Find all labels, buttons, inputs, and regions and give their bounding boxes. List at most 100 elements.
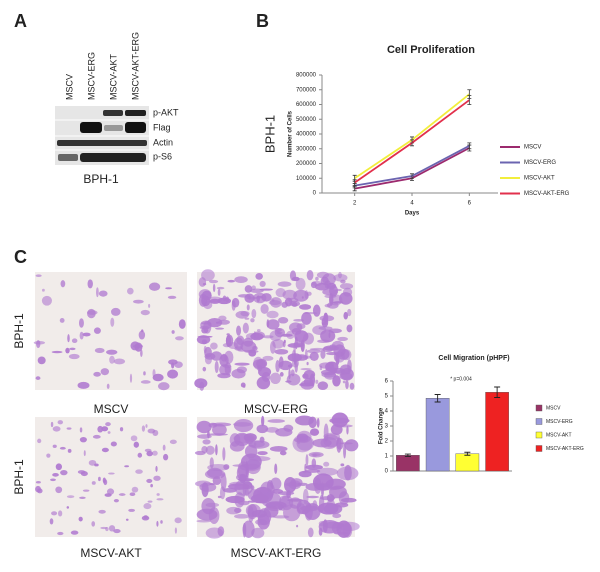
band — [125, 110, 146, 116]
stained-cell — [196, 420, 212, 434]
side-label: BPH-1 — [262, 115, 277, 153]
stained-cell — [155, 465, 158, 472]
stained-cell — [335, 353, 340, 366]
stained-cell — [267, 419, 286, 423]
stained-cell — [320, 349, 326, 359]
stained-cell — [222, 343, 231, 348]
bar — [425, 398, 450, 472]
stained-cell — [149, 282, 161, 291]
y-tick-label: 700000 — [296, 87, 317, 93]
stained-cell — [277, 281, 292, 287]
image-caption: MSCV-ERG — [244, 402, 308, 416]
lane-label: MSCV-ERG — [86, 52, 96, 100]
stained-cell — [237, 461, 249, 478]
stained-cell — [275, 360, 280, 373]
stained-cell — [338, 292, 353, 305]
stained-cell — [66, 506, 70, 509]
stained-cell — [260, 491, 282, 508]
stained-cell — [127, 287, 134, 295]
stained-cell — [225, 296, 230, 303]
stained-cell — [152, 450, 158, 456]
stained-cell — [302, 373, 309, 379]
stained-cell — [98, 476, 101, 482]
stained-cell — [301, 296, 304, 299]
stained-cell — [165, 287, 173, 290]
stained-cell — [194, 378, 208, 389]
stained-cell — [242, 322, 249, 334]
stained-cell — [83, 450, 86, 457]
stained-cell — [236, 366, 248, 374]
stained-cell — [140, 309, 150, 316]
legend-label: MSCV-AKT-ERG — [546, 446, 584, 452]
stained-cell — [113, 529, 121, 534]
stained-cell — [157, 382, 170, 391]
stained-cell — [125, 518, 129, 521]
panel-label: B — [256, 11, 269, 31]
error-bar — [494, 386, 501, 398]
stained-cell — [339, 442, 353, 445]
stained-cell — [296, 434, 301, 445]
stained-cell — [318, 326, 333, 331]
stained-cell — [210, 351, 223, 361]
stained-cell — [293, 319, 304, 322]
y-tick-label: 1 — [385, 454, 389, 460]
y-tick-label: 3 — [385, 424, 389, 430]
stained-cell — [57, 420, 64, 425]
legend-label: MSCV-AKT — [524, 176, 555, 182]
stained-cell — [342, 380, 346, 384]
error-bar — [352, 179, 357, 187]
stained-cell — [287, 364, 293, 368]
stained-cell — [201, 339, 208, 345]
stained-cell — [77, 381, 90, 389]
stained-cell — [101, 426, 109, 432]
x-tick-label: 4 — [410, 201, 414, 207]
band — [104, 125, 123, 131]
stained-cell — [128, 508, 135, 512]
stained-cell — [70, 530, 79, 535]
stained-cell — [294, 330, 309, 343]
stained-cell — [299, 304, 312, 310]
stained-cell — [343, 443, 347, 459]
y-tick-label: 500000 — [296, 117, 317, 123]
stained-cell — [57, 531, 64, 536]
y-tick-label: 800000 — [296, 73, 317, 79]
stained-cell — [236, 335, 245, 346]
error-bar — [410, 139, 414, 147]
stained-cell — [240, 382, 246, 388]
stained-cell — [52, 472, 59, 477]
stained-cell — [214, 360, 219, 374]
stained-cell — [322, 346, 334, 353]
stained-cell — [337, 336, 348, 342]
stained-cell — [278, 360, 293, 371]
stained-cell — [255, 519, 267, 526]
stained-cell — [35, 376, 41, 380]
stained-cell — [246, 304, 250, 311]
stained-cell — [283, 424, 294, 432]
stained-cell — [296, 524, 299, 528]
stained-cell — [283, 339, 286, 344]
stained-cell — [304, 469, 321, 473]
stained-cell — [97, 425, 104, 433]
stained-cell — [263, 505, 279, 518]
stained-cell — [324, 304, 331, 308]
stained-cell — [299, 382, 314, 387]
stained-cell — [262, 355, 274, 361]
stained-cell — [238, 500, 250, 506]
stained-cell — [110, 317, 115, 327]
stained-cell — [50, 478, 56, 482]
stained-cell — [312, 500, 318, 510]
stained-cell — [294, 336, 298, 350]
stained-cell — [217, 372, 231, 379]
stained-cell — [301, 312, 312, 325]
error-bar — [404, 453, 411, 457]
stained-cell — [143, 515, 148, 519]
stained-cell — [346, 324, 353, 333]
row-label: BPH-1 — [12, 459, 26, 495]
y-tick-label: 300000 — [296, 146, 317, 152]
stained-cell — [67, 448, 72, 453]
stained-cell — [331, 412, 349, 428]
chart-title: Cell Proliferation — [387, 44, 475, 56]
stained-cell — [143, 371, 146, 376]
stained-cell — [306, 495, 320, 499]
stained-cell — [218, 315, 227, 321]
